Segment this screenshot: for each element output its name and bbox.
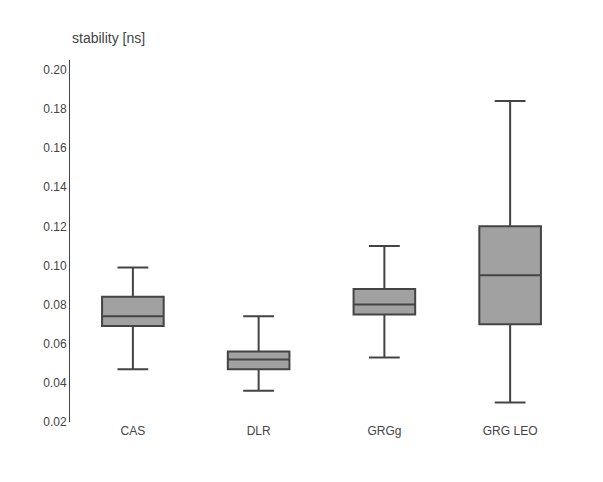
svg-text:0.02: 0.02 <box>43 415 67 429</box>
svg-text:0.14: 0.14 <box>43 180 67 194</box>
svg-text:0.06: 0.06 <box>43 337 67 351</box>
svg-text:0.16: 0.16 <box>43 141 67 155</box>
svg-text:0.12: 0.12 <box>43 220 67 234</box>
svg-text:0.10: 0.10 <box>43 259 67 273</box>
svg-text:DLR: DLR <box>247 424 271 438</box>
svg-text:0.20: 0.20 <box>43 63 67 77</box>
svg-text:stability [ns]: stability [ns] <box>72 30 145 46</box>
svg-text:CAS: CAS <box>121 424 146 438</box>
svg-text:0.04: 0.04 <box>43 376 67 390</box>
svg-text:0.08: 0.08 <box>43 298 67 312</box>
svg-text:GRG LEO: GRG LEO <box>483 424 538 438</box>
svg-text:0.18: 0.18 <box>43 102 67 116</box>
svg-text:GRGg: GRGg <box>367 424 401 438</box>
